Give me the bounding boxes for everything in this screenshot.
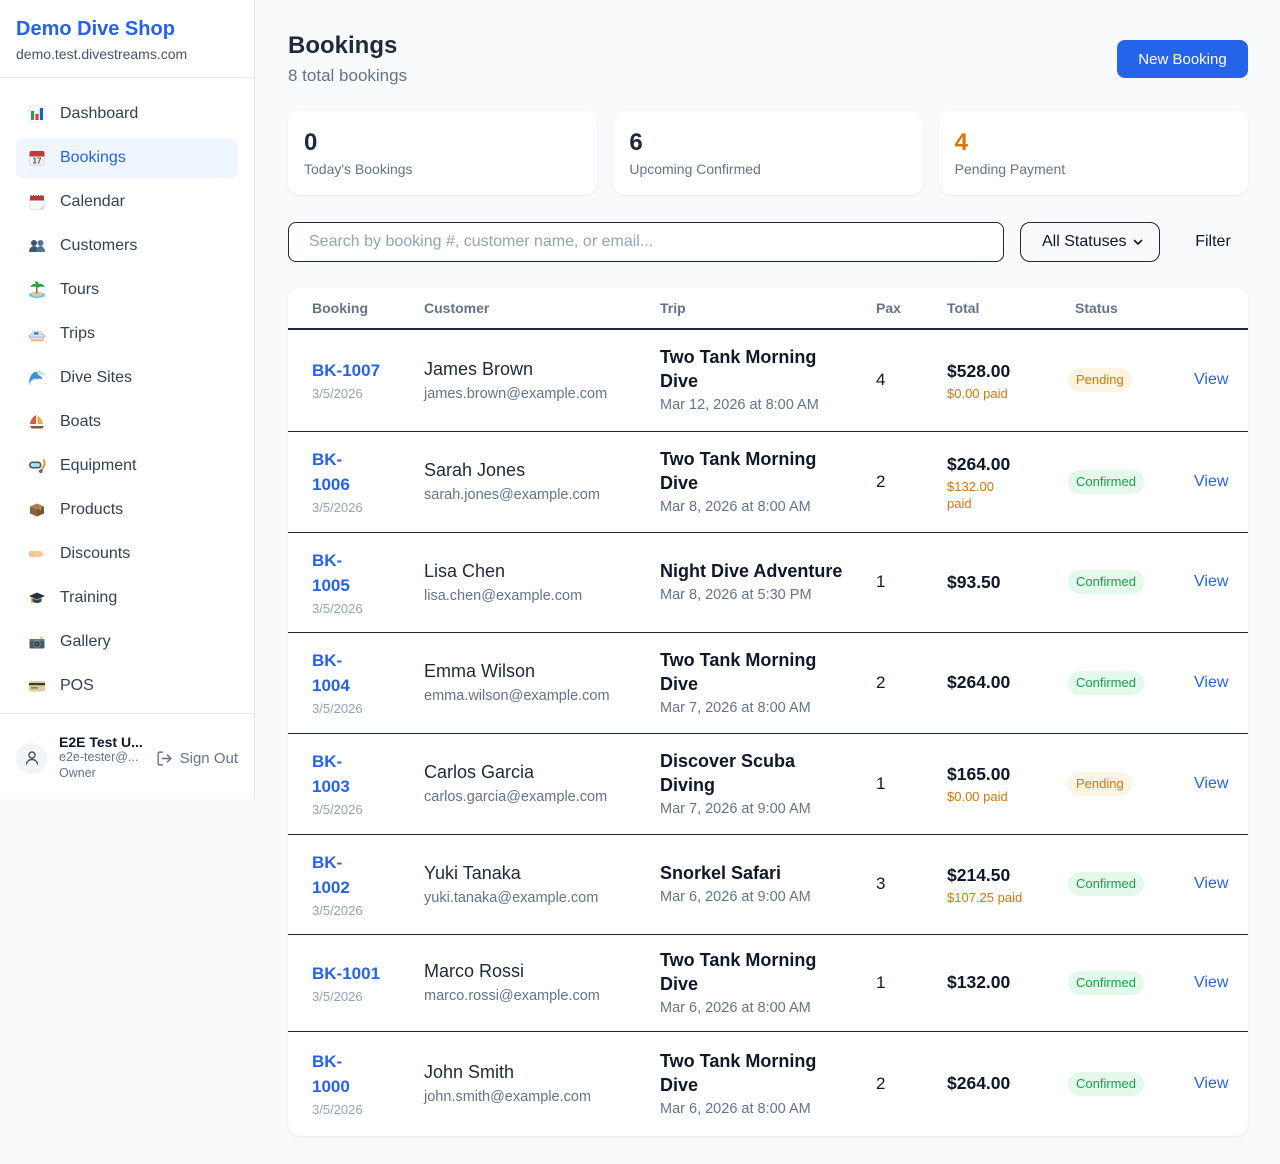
svg-text:17: 17: [33, 157, 42, 166]
